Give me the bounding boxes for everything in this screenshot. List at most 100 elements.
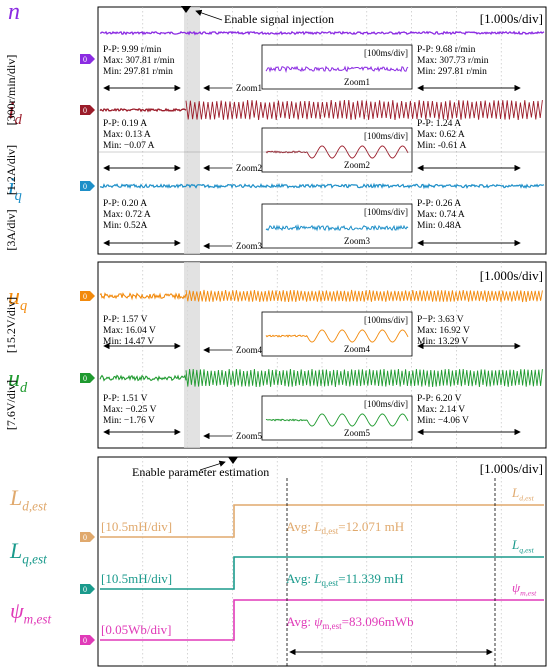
- stats-right-2-line-0: P-P: 1.24 A: [417, 119, 461, 129]
- channel-marker-3: [80, 181, 95, 191]
- zoom-box-1-trace: [265, 65, 409, 74]
- stats-left-4-line-2: Min: 14.47 V: [103, 337, 154, 347]
- scope-panel-3: [1.000s/div] Enable parameter estimation L…: [9, 456, 547, 667]
- trace-post-5: [185, 368, 543, 388]
- avg-readout-3: Avg: ψm,est=83.096mWb: [286, 614, 414, 631]
- zoom-pointer-3-label: Zoom3: [236, 241, 262, 251]
- stats-right-4-line-2: Min: 13.29 V: [417, 337, 468, 347]
- zoom-pointer-1-label: Zoom1: [236, 83, 262, 93]
- injection-highlight-2: [184, 262, 200, 448]
- trace-pre-4: [99, 292, 187, 301]
- trace-8: [100, 599, 544, 641]
- stats-left-3-line-1: Max: 0.72 A: [103, 210, 151, 220]
- stats-left-1-line-2: Min: 297.81 r/min: [103, 67, 173, 77]
- channel-label-1: n: [8, 0, 20, 25]
- zoom-box-3-trace: [265, 223, 409, 232]
- scale-label-5: [7.6V/div]: [4, 380, 18, 430]
- channel-label-4: uq: [8, 284, 27, 314]
- stats-left-5-line-1: Max: −0.25 V: [103, 405, 157, 415]
- trace-6: [100, 504, 544, 538]
- scale-label-7: [10.5mH/div]: [101, 571, 172, 586]
- scope-panel-1: [1.000s/div] Enable signal injection n 0 P-P…: [4, 0, 547, 255]
- trace-id-pre: [99, 107, 187, 113]
- zoom-box-1-label: Zoom1: [344, 77, 370, 87]
- scale-label-4: [15.2V/div]: [4, 297, 18, 353]
- trace-label-7: Lq,est: [511, 537, 535, 554]
- channel-marker-8-label: 0: [83, 636, 87, 645]
- channel-label-3: iq: [8, 174, 22, 204]
- zoom-box-4-trace-pre: [265, 334, 308, 338]
- scale-label-6: [10.5mH/div]: [101, 519, 172, 534]
- stats-right-3-line-1: Max: 0.74 A: [417, 210, 465, 220]
- stats-left-2-line-1: Max: 0.13 A: [103, 130, 151, 140]
- stats-left-2-line-2: Min: −0.07 A: [103, 141, 155, 151]
- scale-label-1: [300r/min/div]: [4, 55, 18, 126]
- trace-id-post: [185, 99, 543, 121]
- scope3-timebase: [1.000s/div]: [480, 461, 543, 476]
- zoom-box-2: [261, 127, 413, 173]
- channel-label-8: ψm,est: [10, 598, 51, 627]
- zoom-box-5-timebase: [100ms/div]: [364, 399, 408, 409]
- estimation-arrow: [199, 460, 226, 471]
- zoom-box-5-label: Zoom5: [344, 428, 370, 438]
- stats-right-2-line-2: Min: -0.61 A: [417, 141, 466, 151]
- stats-right-3-line-2: Min: 0.48A: [417, 221, 461, 231]
- channel-label-5: ud: [8, 366, 28, 396]
- zoom-box-3-timebase: [100ms/div]: [364, 207, 408, 217]
- scale-label-8: [0.05Wb/div]: [101, 622, 171, 637]
- channel-marker-7-label: 0: [83, 585, 87, 594]
- zoom-pointer-5-label: Zoom5: [236, 431, 262, 441]
- channel-marker-2-label: 0: [83, 106, 87, 115]
- scope2-timebase: [1.000s/div]: [480, 268, 543, 283]
- stats-left-4-line-0: P-P: 1.57 V: [103, 315, 148, 325]
- channel-marker-5: [80, 373, 95, 383]
- scope1-timebase: [1.000s/div]: [480, 11, 543, 26]
- zoom-box-3-label: Zoom3: [344, 236, 370, 246]
- trace-7: [100, 556, 544, 590]
- trace-speed: [99, 30, 545, 36]
- channel-label-6: Ld,est: [9, 485, 47, 514]
- zoom-box-4-timebase: [100ms/div]: [364, 315, 408, 325]
- channel-marker-4: [80, 291, 95, 301]
- trace-iq: [99, 182, 545, 190]
- channel-marker-6-label: 0: [83, 533, 87, 542]
- stats-left-5-line-2: Min: −1.76 V: [103, 416, 155, 426]
- zoom-box-1-timebase: [100ms/div]: [364, 48, 408, 58]
- zoom-box-5-trace-post: [306, 413, 409, 427]
- zoom-pointer-2-label: Zoom2: [236, 163, 262, 173]
- stats-right-4-line-0: P−P: 3.63 V: [417, 315, 464, 325]
- stats-right-5-line-0: P-P: 6.20 V: [417, 394, 462, 404]
- channel-marker-1: [80, 54, 95, 64]
- channel-marker-4-label: 0: [83, 292, 87, 301]
- trace-pre-5: [99, 374, 187, 382]
- channel-marker-2: [80, 105, 95, 115]
- stats-right-3-line-0: P-P: 0.26 A: [417, 199, 461, 209]
- zoom-box-4-trace-post: [306, 329, 409, 343]
- stats-left-4-line-1: Max: 16.04 V: [103, 326, 156, 336]
- channel-label-7: Lq,est: [9, 538, 47, 567]
- stats-left-3-line-0: P-P: 0.20 A: [103, 199, 147, 209]
- zoom-box-2-timebase: [100ms/div]: [364, 131, 408, 141]
- estimation-annotation: Enable parameter estimation: [132, 465, 269, 479]
- injection-arrow: [195, 9, 223, 21]
- channel-marker-7: [80, 584, 95, 594]
- zoom-pointer-4-label: Zoom4: [236, 345, 262, 355]
- stats-left-5-line-0: P-P: 1.51 V: [103, 394, 148, 404]
- zoom-box-2-label: Zoom2: [344, 160, 370, 170]
- scale-label-3: [3A/div]: [4, 209, 18, 250]
- scale-label-2: [1.2A/div]: [4, 145, 18, 195]
- injection-annotation: Enable signal injection: [224, 12, 334, 26]
- stats-right-2-line-1: Max: 0.62 A: [417, 130, 465, 140]
- channel-marker-8: [80, 635, 95, 645]
- trigger-marker: [181, 6, 191, 13]
- stats-left-1-line-0: P-P: 9.99 r/min: [103, 45, 162, 55]
- stats-right-5-line-1: Max: 2.14 V: [417, 405, 465, 415]
- trace-label-6: Ld,est: [511, 485, 535, 502]
- zoom-box-2-trace-post: [306, 145, 409, 159]
- injection-highlight: [184, 7, 200, 254]
- channel-marker-6: [80, 532, 95, 542]
- stats-right-4-line-1: Max: 16.92 V: [417, 326, 470, 336]
- stats-left-2-line-0: P-P: 0.19 A: [103, 119, 147, 129]
- channel-marker-1-label: 0: [83, 55, 87, 64]
